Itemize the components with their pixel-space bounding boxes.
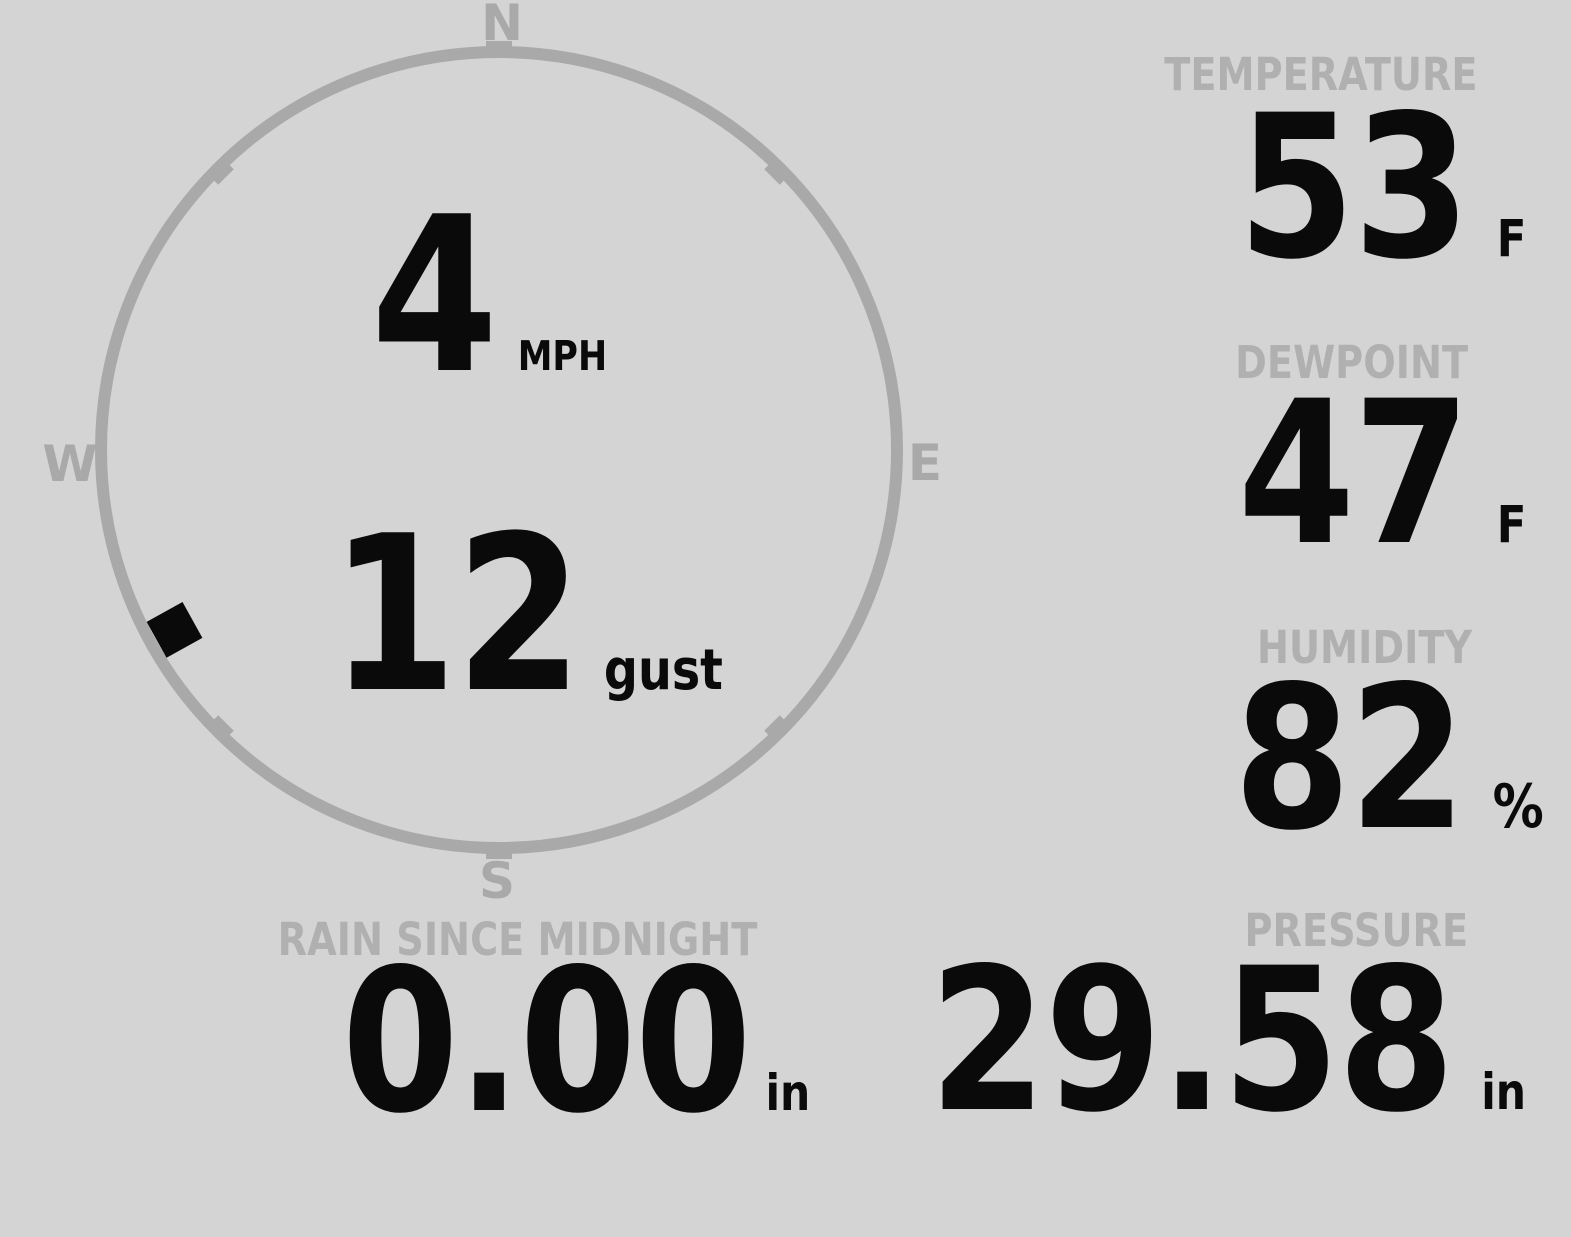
northeast-tick-icon bbox=[764, 158, 791, 185]
rain-since-midnight-label: RAIN SINCE MIDNIGHT bbox=[277, 913, 757, 966]
compass-east-label: E bbox=[908, 434, 942, 492]
humidity-reading: 82% bbox=[1234, 660, 1544, 858]
wind-gust-value: 12 bbox=[330, 489, 583, 740]
wind-speed-value: 4 bbox=[371, 170, 498, 421]
rain-since-midnight-reading: 0.00 in bbox=[341, 943, 810, 1141]
dewpoint-reading: 47 F bbox=[1238, 375, 1526, 573]
southwest-tick-icon bbox=[207, 715, 234, 742]
humidity-unit: % bbox=[1492, 772, 1544, 842]
humidity-label: HUMIDITY bbox=[1256, 621, 1472, 674]
compass-south-label: S bbox=[479, 852, 515, 910]
southeast-tick-icon bbox=[764, 715, 791, 742]
dewpoint-value: 47 bbox=[1237, 358, 1471, 589]
rain-since-midnight-unit: in bbox=[765, 1064, 810, 1122]
dewpoint-label: DEWPOINT bbox=[1235, 336, 1468, 389]
pressure-value: 29.58 bbox=[929, 925, 1455, 1156]
wind-gust-reading: 12 gust bbox=[330, 507, 723, 722]
pressure-label: PRESSURE bbox=[1244, 904, 1468, 957]
rain-since-midnight-value: 0.00 bbox=[341, 926, 751, 1157]
temperature-label: TEMPERATURE bbox=[1164, 48, 1478, 101]
humidity-value: 82 bbox=[1234, 643, 1467, 874]
wind-direction-marker-icon bbox=[146, 601, 203, 658]
temperature-value: 53 bbox=[1237, 72, 1471, 303]
compass-west-label: W bbox=[42, 435, 97, 493]
temperature-reading: 53 F bbox=[1238, 89, 1526, 287]
dewpoint-unit: F bbox=[1496, 496, 1526, 555]
compass-north-label: N bbox=[481, 0, 523, 52]
wind-speed-unit: MPH bbox=[517, 332, 608, 380]
wind-gust-unit: gust bbox=[603, 638, 723, 703]
wind-compass: N E S W bbox=[42, 0, 942, 910]
compass-intercardinal-ticks bbox=[207, 158, 791, 742]
pressure-reading: 29.58 in bbox=[929, 942, 1526, 1140]
temperature-unit: F bbox=[1496, 210, 1526, 269]
northwest-tick-icon bbox=[207, 158, 234, 185]
wind-speed-reading: 4 MPH bbox=[371, 188, 607, 403]
pressure-unit: in bbox=[1481, 1063, 1526, 1121]
